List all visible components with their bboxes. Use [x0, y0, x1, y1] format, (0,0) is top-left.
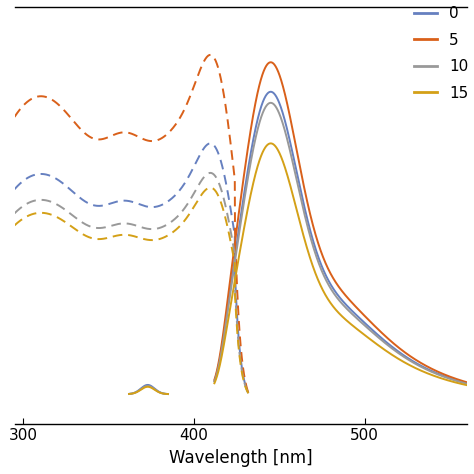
Legend: 0, 5, 10, 15: 0, 5, 10, 15	[414, 6, 468, 100]
X-axis label: Wavelength [nm]: Wavelength [nm]	[169, 449, 312, 467]
